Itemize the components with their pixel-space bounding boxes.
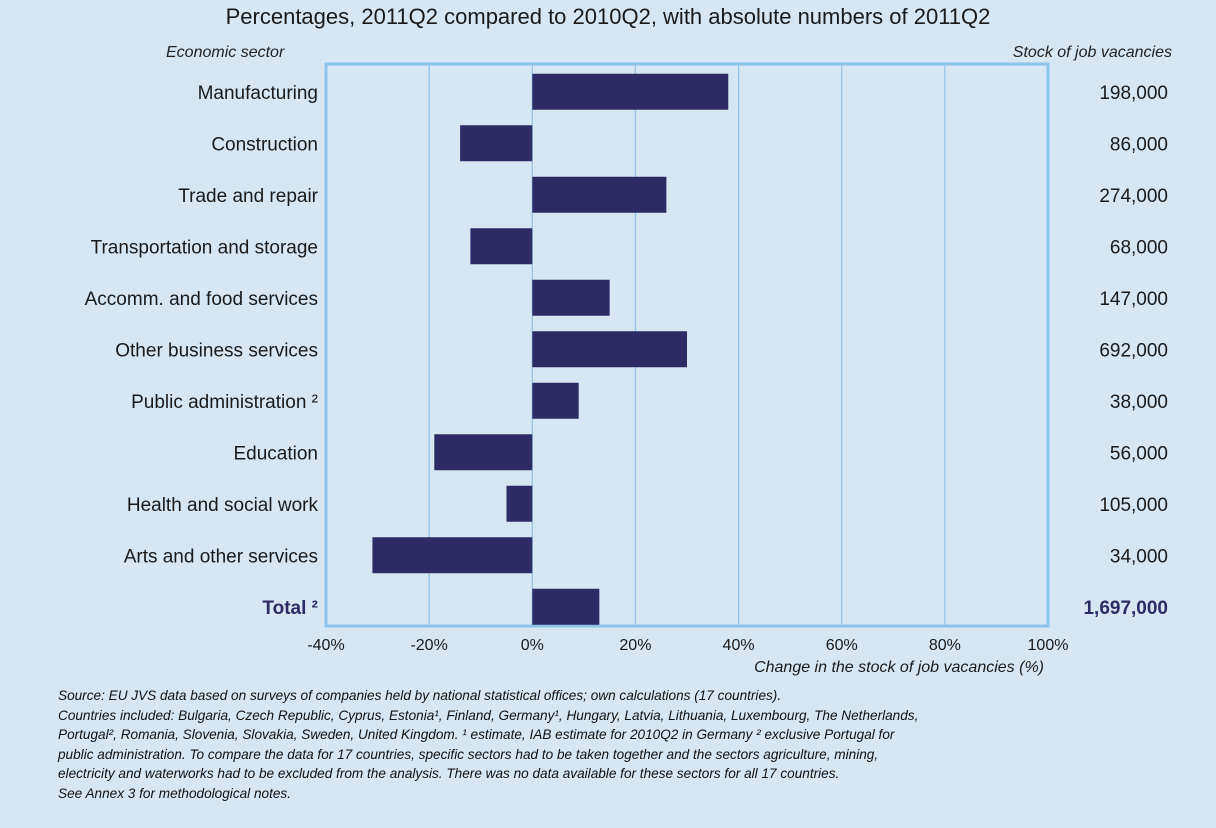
bar xyxy=(532,279,610,316)
bar xyxy=(532,73,729,110)
stock-value: 198,000 xyxy=(1099,83,1168,104)
note-line: See Annex 3 for methodological notes. xyxy=(58,785,292,801)
stock-value: 86,000 xyxy=(1110,134,1168,155)
stock-value: 38,000 xyxy=(1110,392,1168,413)
stock-value: 147,000 xyxy=(1099,289,1168,310)
note-line: Source: EU JVS data based on surveys of … xyxy=(58,688,782,703)
bar xyxy=(372,537,533,574)
x-axis-label: Change in the stock of job vacancies (%) xyxy=(754,659,1044,676)
x-tick-label: 80% xyxy=(929,637,961,654)
category-label: Other business services xyxy=(115,340,318,361)
category-label: Total ² xyxy=(262,598,318,619)
note-line: Portugal², Romania, Slovenia, Slovakia, … xyxy=(58,727,895,742)
bar xyxy=(470,228,533,265)
stock-value: 105,000 xyxy=(1099,495,1168,516)
note-line: Countries included: Bulgaria, Czech Repu… xyxy=(58,707,919,723)
bar xyxy=(460,125,533,162)
stock-value: 68,000 xyxy=(1110,237,1168,258)
bar xyxy=(434,434,533,471)
stock-value: 34,000 xyxy=(1110,546,1168,567)
x-tick-label: -20% xyxy=(410,637,447,654)
category-label: Manufacturing xyxy=(198,83,318,104)
category-label: Public administration ² xyxy=(131,392,318,413)
category-label: Transportation and storage xyxy=(91,237,318,258)
stock-value: 1,697,000 xyxy=(1083,598,1168,619)
stock-value: 56,000 xyxy=(1110,443,1168,464)
x-tick-label: 100% xyxy=(1028,637,1069,654)
bar-chart: Manufacturing 198,000 Construction 86,000 Tr… xyxy=(85,62,1168,676)
bar xyxy=(532,176,667,213)
bar xyxy=(532,382,579,419)
note-line: electricity and waterworks had to be exc… xyxy=(58,766,840,781)
stock-header: Stock of job vacancies xyxy=(1012,44,1172,61)
stock-value: 274,000 xyxy=(1099,186,1168,207)
note-line: public administration. To compare the da… xyxy=(58,746,879,762)
chart-title: Percentages, 2011Q2 compared to 2010Q2, … xyxy=(225,4,991,29)
category-label: Accomm. and food services xyxy=(85,289,318,310)
stock-value: 692,000 xyxy=(1099,340,1168,361)
source-notes: Source: EU JVS data based on surveys of … xyxy=(58,686,1208,803)
category-label: Trade and repair xyxy=(178,186,318,207)
category-label: Education xyxy=(233,443,318,464)
bar xyxy=(532,588,600,625)
plot-frame xyxy=(324,62,1050,628)
category-label: Arts and other services xyxy=(124,546,318,567)
category-label: Health and social work xyxy=(127,495,319,516)
economic-sector-header: Economic sector xyxy=(166,44,285,61)
x-tick-label: 0% xyxy=(521,637,544,654)
x-tick-label: 40% xyxy=(723,637,755,654)
bar xyxy=(532,331,687,368)
x-tick-label: -40% xyxy=(307,637,344,654)
bar xyxy=(506,485,533,522)
x-tick-label: 20% xyxy=(619,637,651,654)
category-label: Construction xyxy=(211,134,318,155)
x-tick-label: 60% xyxy=(826,637,858,654)
